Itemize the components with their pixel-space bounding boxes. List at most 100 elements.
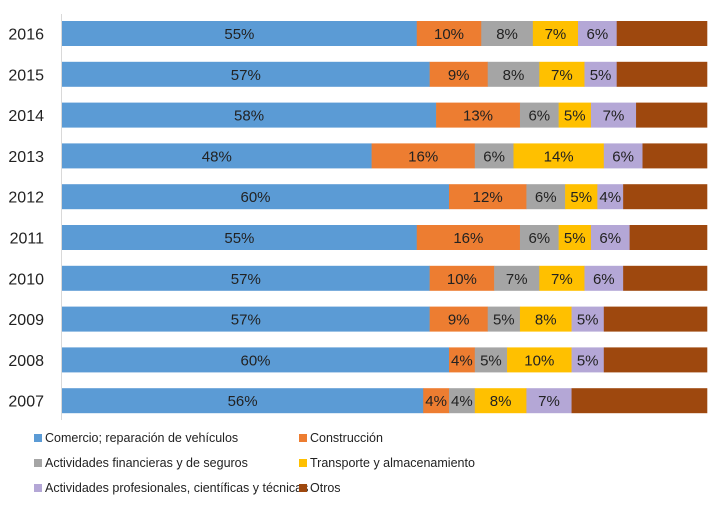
bar-segment-2011-5: [629, 225, 708, 250]
data-label: 16%: [453, 230, 483, 247]
stacked-bar-chart: 55% 10% 8% 7% 6% 57% 9% 8% 7% 5% 58% 13% 6% 5% 7% 48% 16…: [8, 14, 708, 420]
data-label: 5%: [480, 352, 502, 369]
bar-segment-2012-1: [449, 184, 527, 210]
bar-segment-2009-1: [429, 306, 488, 332]
data-label: 4%: [451, 393, 473, 410]
bar-segment-2009-3: [519, 306, 572, 332]
legend-label: Otros: [310, 481, 341, 495]
bar-segment-2016-3: [532, 21, 579, 46]
data-label: 58%: [234, 108, 264, 125]
y-tick-label: 2015: [8, 67, 44, 84]
legend-swatch: [299, 434, 307, 442]
bar-segment-2012-0: [62, 184, 450, 210]
bar-segment-2014-3: [558, 102, 592, 128]
bar-segment-2009-2: [487, 306, 521, 332]
data-label: 14%: [544, 148, 574, 165]
bar-segment-2009-4: [571, 306, 605, 332]
legend-swatch: [34, 459, 42, 467]
bar-segment-2010-5: [623, 265, 708, 291]
bar-segment-2012-3: [565, 184, 598, 210]
data-label: 7%: [538, 393, 560, 410]
bar-segment-2014-2: [519, 102, 559, 128]
data-label: 55%: [224, 230, 254, 247]
data-label: 10%: [447, 271, 477, 288]
data-label: 8%: [503, 67, 525, 84]
bars-group: 55% 10% 8% 7% 6% 57% 9% 8% 7% 5% 58% 13% 6% 5% 7% 48% 16…: [62, 21, 708, 414]
bar-segment-2010-1: [429, 265, 495, 291]
bar-segment-2010-3: [539, 265, 585, 291]
data-label: 6%: [593, 271, 615, 288]
data-label: 57%: [231, 312, 261, 329]
bar-segment-2013-4: [603, 143, 643, 169]
data-label: 4%: [451, 352, 473, 369]
bar-segment-2008-0: [62, 347, 450, 373]
legend-item-otros: Otros: [299, 481, 341, 495]
legend: Comercio; reparación de vehículos Constr…: [0, 426, 717, 505]
bar-segment-2011-0: [62, 225, 418, 250]
bar-segment-2016-4: [578, 21, 617, 46]
data-label: 7%: [551, 67, 573, 84]
data-label: 7%: [545, 26, 567, 43]
bar-segment-2010-2: [494, 265, 540, 291]
data-label: 5%: [564, 108, 586, 125]
data-label: 10%: [434, 26, 464, 43]
bar-segment-2012-4: [597, 184, 624, 210]
legend-swatch: [299, 459, 307, 467]
bar-segment-2013-3: [513, 143, 605, 169]
data-label: 60%: [240, 189, 270, 206]
y-tick-label: 2011: [10, 231, 45, 248]
bar-segment-2013-0: [62, 143, 372, 169]
data-label: 5%: [590, 67, 612, 84]
bar-segment-2007-2: [449, 388, 476, 414]
bar-segment-2016-1: [416, 21, 482, 46]
data-label: 55%: [224, 26, 254, 43]
bar-segment-2015-2: [487, 61, 540, 87]
bar-segment-2007-1: [423, 388, 450, 414]
legend-label: Transporte y almacenamiento: [310, 456, 475, 470]
data-label: 8%: [496, 26, 518, 43]
bar-segment-2008-1: [449, 347, 476, 373]
legend-item-transporte: Transporte y almacenamiento: [299, 456, 475, 470]
data-label: 5%: [570, 189, 592, 206]
legend-label: Construcción: [310, 431, 383, 445]
y-tick-label: 2012: [8, 190, 44, 207]
bar-segment-2012-5: [623, 184, 708, 210]
data-label: 9%: [448, 312, 470, 329]
data-label: 6%: [587, 26, 609, 43]
data-label: 57%: [231, 271, 261, 288]
legend-item-financieras: Actividades financieras y de seguros: [34, 456, 248, 470]
data-label: 4%: [599, 189, 621, 206]
bar-segment-2008-4: [571, 347, 605, 373]
bar-segment-2013-1: [371, 143, 476, 169]
legend-item-profesionales: Actividades profesionales, científicas y…: [34, 481, 308, 495]
y-tick-label: 2008: [8, 353, 44, 370]
bar-segment-2016-5: [616, 21, 708, 46]
data-label: 7%: [506, 271, 528, 288]
bar-segment-2014-5: [636, 102, 708, 128]
bar-segment-2012-2: [526, 184, 566, 210]
data-label: 5%: [493, 312, 515, 329]
y-tick-label: 2009: [8, 312, 44, 329]
data-label: 13%: [463, 108, 493, 125]
y-tick-label: 2013: [8, 149, 44, 166]
bar-segment-2009-0: [62, 306, 430, 332]
data-label: 5%: [564, 230, 586, 247]
data-label: 4%: [425, 393, 447, 410]
data-label: 6%: [612, 148, 634, 165]
bar-segment-2007-0: [62, 388, 424, 414]
bar-segment-2011-1: [416, 225, 521, 250]
data-label: 7%: [603, 108, 625, 125]
legend-item-comercio: Comercio; reparación de vehículos: [34, 431, 238, 445]
data-label: 6%: [528, 108, 550, 125]
data-label: 8%: [535, 312, 557, 329]
legend-swatch: [34, 484, 42, 492]
legend-label: Actividades financieras y de seguros: [45, 456, 248, 470]
data-label: 9%: [448, 67, 470, 84]
y-tick-label: 2007: [8, 394, 44, 411]
data-label: 6%: [528, 230, 550, 247]
bar-segment-2011-4: [590, 225, 630, 250]
y-tick-label: 2016: [8, 27, 44, 44]
data-label: 56%: [228, 393, 258, 410]
bar-segment-2014-4: [590, 102, 637, 128]
bar-segment-2008-5: [603, 347, 708, 373]
